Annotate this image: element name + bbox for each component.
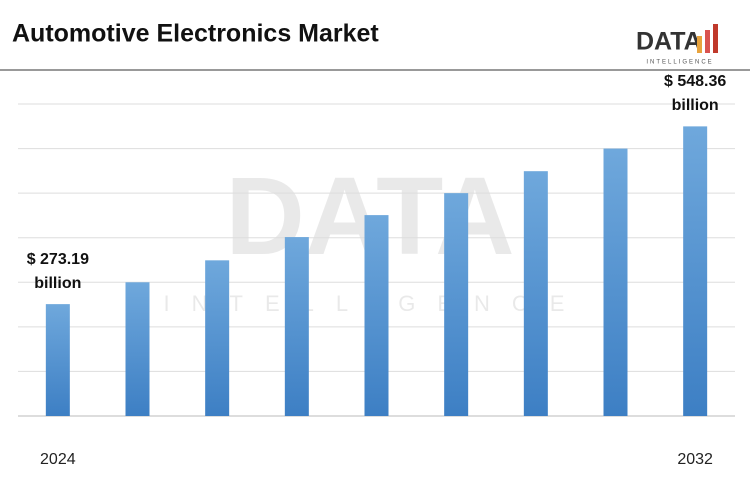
bar: [603, 148, 628, 417]
chart-title: Automotive Electronics Market: [12, 20, 379, 48]
x-tick-label: 2024: [40, 451, 76, 468]
bar: [125, 282, 150, 416]
watermark-tagline: INTELLIGENCE: [164, 291, 587, 316]
logo-tagline: INTELLIGENCE: [646, 60, 713, 66]
logo-bar: [713, 24, 718, 53]
bar: [45, 304, 70, 416]
x-tick-label: 2032: [677, 451, 713, 468]
bar: [523, 171, 548, 416]
logo: DATA INTELLIGENCE: [636, 24, 718, 66]
value-label: $ 273.19 billion: [26, 251, 89, 293]
bar: [444, 193, 469, 416]
value-label: $ 548.36 billion: [664, 73, 727, 115]
bar: [205, 260, 230, 416]
bar: [683, 126, 708, 416]
bar: [364, 215, 389, 416]
logo-bar: [697, 36, 702, 53]
logo-bar: [705, 30, 710, 53]
logo-name: DATA: [636, 28, 702, 56]
bar: [284, 237, 309, 416]
